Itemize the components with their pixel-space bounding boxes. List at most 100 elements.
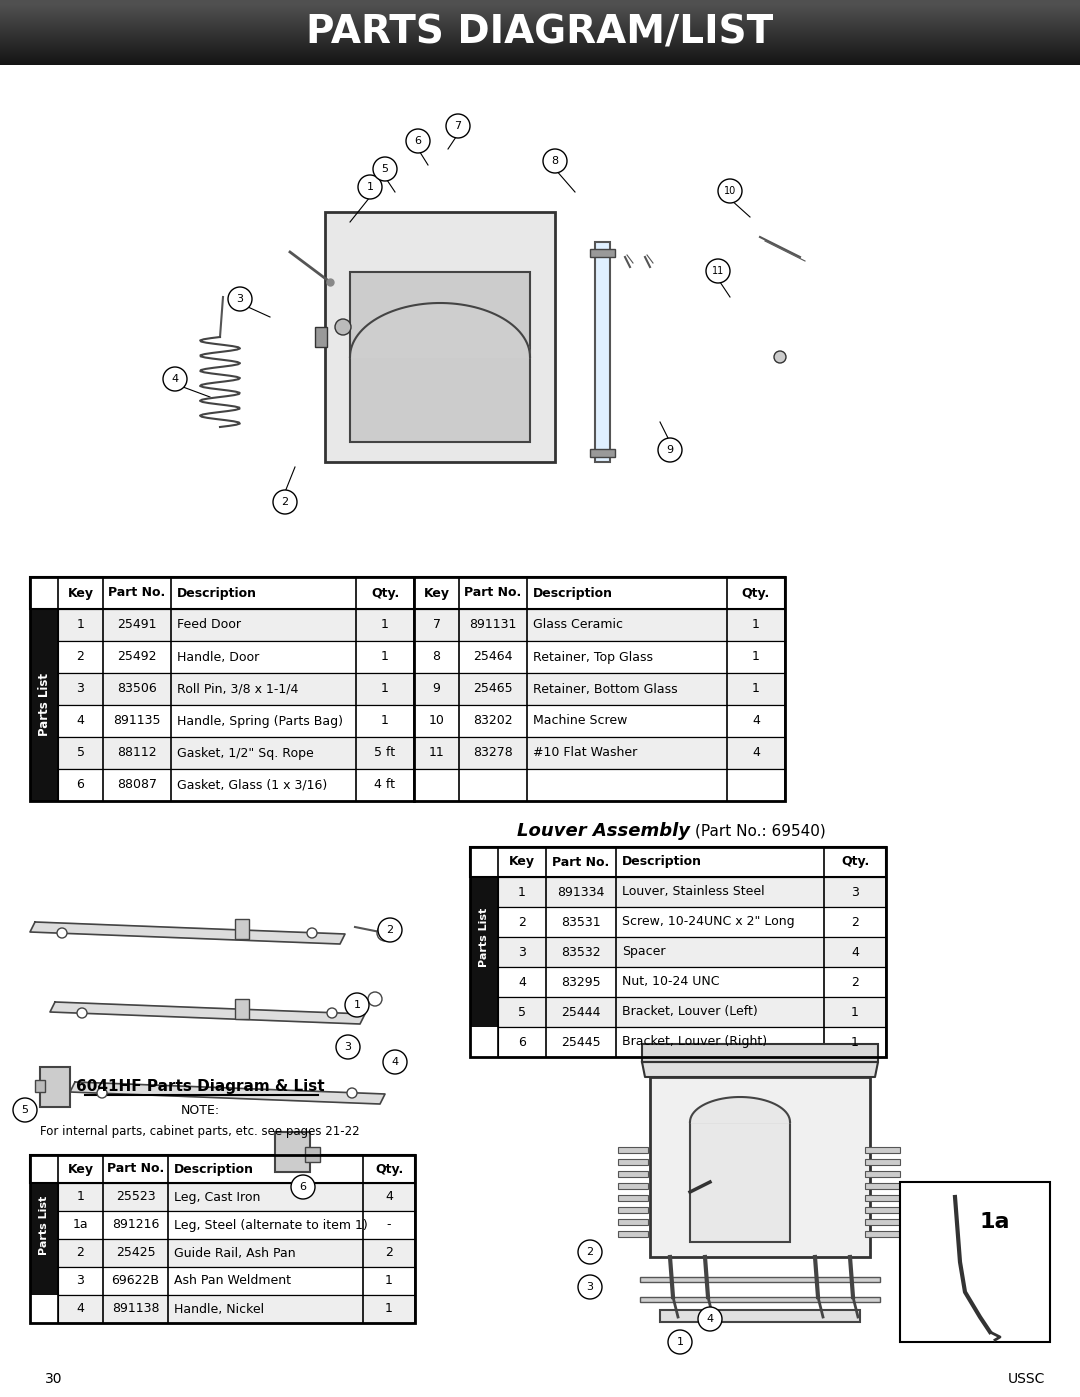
Bar: [58, 1295, 415, 1323]
Text: 88087: 88087: [117, 778, 157, 792]
Polygon shape: [70, 1083, 384, 1104]
Circle shape: [578, 1275, 602, 1299]
Text: 88112: 88112: [118, 746, 157, 760]
Bar: [590, 249, 615, 257]
Text: 6: 6: [415, 136, 421, 147]
Text: 1: 1: [752, 619, 760, 631]
Text: 4: 4: [172, 374, 178, 384]
Bar: [618, 1207, 648, 1213]
Bar: [40, 1067, 70, 1106]
Text: #10 Flat Washer: #10 Flat Washer: [534, 746, 637, 760]
Bar: [900, 1182, 1050, 1343]
Bar: [470, 847, 498, 1027]
Text: Parts List: Parts List: [480, 908, 489, 967]
Text: 1: 1: [851, 1006, 859, 1018]
Bar: [498, 997, 886, 1027]
Text: Leg, Steel (alternate to item 1): Leg, Steel (alternate to item 1): [174, 1218, 368, 1232]
Text: 891131: 891131: [470, 619, 516, 631]
Bar: [618, 1171, 648, 1178]
Circle shape: [273, 490, 297, 514]
Text: Louver, Stainless Steel: Louver, Stainless Steel: [622, 886, 765, 898]
Text: 3: 3: [518, 946, 526, 958]
Text: 1: 1: [752, 651, 760, 664]
Bar: [470, 847, 886, 877]
Bar: [30, 609, 58, 800]
Bar: [58, 1239, 415, 1267]
Circle shape: [97, 1088, 107, 1098]
Text: 8: 8: [432, 651, 441, 664]
Circle shape: [578, 1241, 602, 1264]
Circle shape: [446, 115, 470, 138]
Text: 3: 3: [77, 1274, 84, 1288]
Text: 1: 1: [381, 683, 389, 696]
Text: 83506: 83506: [117, 683, 157, 696]
Bar: [470, 847, 886, 1058]
Bar: [58, 1183, 415, 1211]
Bar: [30, 1155, 58, 1295]
Circle shape: [406, 129, 430, 154]
Text: 5: 5: [22, 1105, 28, 1115]
Text: 1: 1: [386, 1302, 393, 1316]
Circle shape: [378, 918, 402, 942]
Text: 1: 1: [851, 1035, 859, 1049]
Text: Feed Door: Feed Door: [177, 619, 241, 631]
Circle shape: [335, 319, 351, 335]
Text: 3: 3: [586, 1282, 594, 1292]
Circle shape: [383, 1051, 407, 1074]
Text: 3: 3: [77, 683, 84, 696]
Text: 2: 2: [851, 975, 859, 989]
Bar: [58, 1211, 415, 1239]
Bar: [235, 919, 249, 939]
Text: Louver Assembly: Louver Assembly: [517, 821, 690, 840]
Bar: [58, 705, 785, 738]
Bar: [498, 907, 886, 937]
Text: Description: Description: [177, 587, 257, 599]
Bar: [865, 1183, 900, 1189]
Text: 5: 5: [518, 1006, 526, 1018]
Bar: [618, 1147, 648, 1153]
Text: Parts List: Parts List: [39, 1196, 49, 1255]
Bar: [498, 1027, 886, 1058]
Text: Description: Description: [622, 855, 702, 869]
Text: 4: 4: [518, 975, 526, 989]
Polygon shape: [30, 922, 345, 944]
Bar: [865, 1147, 900, 1153]
Text: 83278: 83278: [473, 746, 513, 760]
Bar: [30, 577, 785, 800]
Text: 1a: 1a: [980, 1213, 1010, 1232]
Bar: [0, 0, 1080, 66]
Bar: [305, 1147, 320, 1162]
Bar: [498, 877, 886, 907]
Circle shape: [347, 1088, 357, 1098]
Text: 2: 2: [77, 1246, 84, 1260]
Text: Key: Key: [67, 587, 94, 599]
Text: Parts List: Parts List: [38, 673, 51, 736]
Text: 83295: 83295: [562, 975, 600, 989]
Text: 3: 3: [237, 293, 243, 305]
Circle shape: [698, 1308, 723, 1331]
Bar: [350, 272, 530, 441]
Text: 83531: 83531: [562, 915, 600, 929]
Bar: [58, 1267, 415, 1295]
Text: Key: Key: [423, 587, 449, 599]
Bar: [30, 1155, 415, 1183]
Text: 4: 4: [391, 1058, 399, 1067]
Bar: [660, 1310, 860, 1322]
Text: 6: 6: [299, 1182, 307, 1192]
Text: 2: 2: [851, 915, 859, 929]
Bar: [58, 641, 785, 673]
Circle shape: [543, 149, 567, 173]
Text: 5: 5: [77, 746, 84, 760]
Text: 7: 7: [455, 122, 461, 131]
Text: Key: Key: [509, 855, 535, 869]
Text: 2: 2: [282, 497, 288, 507]
Circle shape: [291, 1175, 315, 1199]
Text: 891334: 891334: [557, 886, 605, 898]
Circle shape: [718, 179, 742, 203]
Bar: [618, 1231, 648, 1236]
Text: 25425: 25425: [116, 1246, 156, 1260]
Text: 3: 3: [851, 886, 859, 898]
Text: For internal parts, cabinet parts, etc. see pages 21-22: For internal parts, cabinet parts, etc. …: [40, 1125, 360, 1137]
Bar: [498, 967, 886, 997]
Bar: [865, 1231, 900, 1236]
